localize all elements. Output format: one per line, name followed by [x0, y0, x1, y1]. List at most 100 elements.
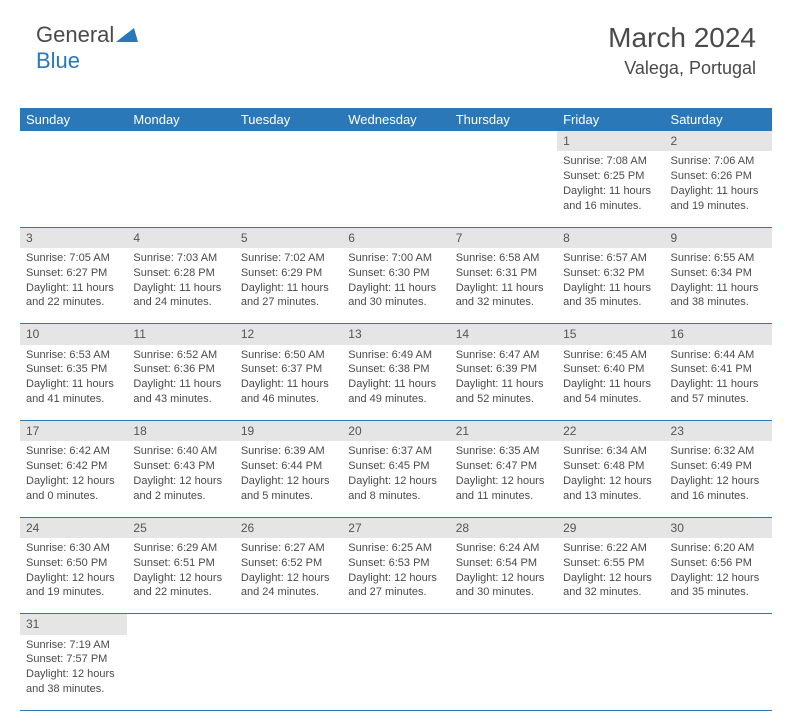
- sunset-text: Sunset: 6:40 PM: [563, 362, 658, 377]
- sunset-text: Sunset: 6:48 PM: [563, 459, 658, 474]
- sunrise-text: Sunrise: 6:40 AM: [133, 444, 228, 459]
- sunset-text: Sunset: 6:25 PM: [563, 169, 658, 184]
- sunrise-text: Sunrise: 6:44 AM: [671, 348, 766, 363]
- day-number-cell: [450, 131, 557, 151]
- sunset-text: Sunset: 6:31 PM: [456, 266, 551, 281]
- sunrise-text: Sunrise: 6:52 AM: [133, 348, 228, 363]
- sunrise-text: Sunrise: 6:42 AM: [26, 444, 121, 459]
- day-info-cell: [450, 635, 557, 711]
- month-title: March 2024: [608, 22, 756, 54]
- day-info-cell: Sunrise: 6:44 AMSunset: 6:41 PMDaylight:…: [665, 345, 772, 421]
- day-info-cell: Sunrise: 6:34 AMSunset: 6:48 PMDaylight:…: [557, 441, 664, 517]
- day-number-cell: 19: [235, 421, 342, 442]
- day-info-cell: [557, 635, 664, 711]
- daynum-row: 12: [20, 131, 772, 151]
- day-info-cell: Sunrise: 6:52 AMSunset: 6:36 PMDaylight:…: [127, 345, 234, 421]
- sunrise-text: Sunrise: 7:08 AM: [563, 154, 658, 169]
- sunrise-text: Sunrise: 6:27 AM: [241, 541, 336, 556]
- daylight-text: Daylight: 12 hours and 27 minutes.: [348, 571, 443, 601]
- info-row: Sunrise: 7:05 AMSunset: 6:27 PMDaylight:…: [20, 248, 772, 324]
- day-number-cell: 10: [20, 324, 127, 345]
- info-row: Sunrise: 6:30 AMSunset: 6:50 PMDaylight:…: [20, 538, 772, 614]
- day-number-cell: 17: [20, 421, 127, 442]
- day-info-cell: Sunrise: 6:29 AMSunset: 6:51 PMDaylight:…: [127, 538, 234, 614]
- sunrise-text: Sunrise: 6:35 AM: [456, 444, 551, 459]
- header-right: March 2024 Valega, Portugal: [608, 22, 756, 79]
- sunrise-text: Sunrise: 6:39 AM: [241, 444, 336, 459]
- day-number-cell: 18: [127, 421, 234, 442]
- day-number-cell: 24: [20, 517, 127, 538]
- sunset-text: Sunset: 6:39 PM: [456, 362, 551, 377]
- day-number-cell: [235, 131, 342, 151]
- daylight-text: Daylight: 12 hours and 8 minutes.: [348, 474, 443, 504]
- sunset-text: Sunset: 6:41 PM: [671, 362, 766, 377]
- sunset-text: Sunset: 6:56 PM: [671, 556, 766, 571]
- weekday-header: Tuesday: [235, 108, 342, 131]
- daylight-text: Daylight: 11 hours and 46 minutes.: [241, 377, 336, 407]
- sunset-text: Sunset: 6:47 PM: [456, 459, 551, 474]
- day-info-cell: [127, 635, 234, 711]
- weekday-header: Wednesday: [342, 108, 449, 131]
- daylight-text: Daylight: 12 hours and 2 minutes.: [133, 474, 228, 504]
- day-info-cell: Sunrise: 7:02 AMSunset: 6:29 PMDaylight:…: [235, 248, 342, 324]
- daylight-text: Daylight: 12 hours and 22 minutes.: [133, 571, 228, 601]
- day-info-cell: [235, 151, 342, 227]
- info-row: Sunrise: 7:19 AMSunset: 7:57 PMDaylight:…: [20, 635, 772, 711]
- day-info-cell: Sunrise: 6:50 AMSunset: 6:37 PMDaylight:…: [235, 345, 342, 421]
- sunrise-text: Sunrise: 6:49 AM: [348, 348, 443, 363]
- day-info-cell: Sunrise: 6:22 AMSunset: 6:55 PMDaylight:…: [557, 538, 664, 614]
- sunset-text: Sunset: 6:42 PM: [26, 459, 121, 474]
- sunset-text: Sunset: 6:35 PM: [26, 362, 121, 377]
- day-info-cell: [342, 151, 449, 227]
- logo-text-general: General: [36, 22, 114, 47]
- sunset-text: Sunset: 6:29 PM: [241, 266, 336, 281]
- daylight-text: Daylight: 11 hours and 43 minutes.: [133, 377, 228, 407]
- sunset-text: Sunset: 6:55 PM: [563, 556, 658, 571]
- day-info-cell: Sunrise: 6:47 AMSunset: 6:39 PMDaylight:…: [450, 345, 557, 421]
- day-number-cell: 23: [665, 421, 772, 442]
- sunrise-text: Sunrise: 7:06 AM: [671, 154, 766, 169]
- day-info-cell: Sunrise: 6:30 AMSunset: 6:50 PMDaylight:…: [20, 538, 127, 614]
- day-number-cell: 2: [665, 131, 772, 151]
- sunset-text: Sunset: 6:53 PM: [348, 556, 443, 571]
- day-info-cell: [342, 635, 449, 711]
- sunrise-text: Sunrise: 6:25 AM: [348, 541, 443, 556]
- day-number-cell: 21: [450, 421, 557, 442]
- day-number-cell: [127, 614, 234, 635]
- day-number-cell: [665, 614, 772, 635]
- daynum-row: 31: [20, 614, 772, 635]
- day-number-cell: 9: [665, 227, 772, 248]
- day-number-cell: [342, 131, 449, 151]
- daylight-text: Daylight: 11 hours and 22 minutes.: [26, 281, 121, 311]
- info-row: Sunrise: 7:08 AMSunset: 6:25 PMDaylight:…: [20, 151, 772, 227]
- logo-text-blue: Blue: [36, 48, 80, 73]
- weekday-header: Saturday: [665, 108, 772, 131]
- sunset-text: Sunset: 6:36 PM: [133, 362, 228, 377]
- sunrise-text: Sunrise: 6:24 AM: [456, 541, 551, 556]
- day-number-cell: 28: [450, 517, 557, 538]
- daylight-text: Daylight: 11 hours and 32 minutes.: [456, 281, 551, 311]
- day-info-cell: Sunrise: 6:53 AMSunset: 6:35 PMDaylight:…: [20, 345, 127, 421]
- day-info-cell: Sunrise: 6:37 AMSunset: 6:45 PMDaylight:…: [342, 441, 449, 517]
- day-number-cell: 22: [557, 421, 664, 442]
- day-number-cell: 15: [557, 324, 664, 345]
- sunset-text: Sunset: 6:49 PM: [671, 459, 766, 474]
- day-number-cell: 11: [127, 324, 234, 345]
- day-number-cell: [450, 614, 557, 635]
- sunset-text: Sunset: 6:44 PM: [241, 459, 336, 474]
- daylight-text: Daylight: 11 hours and 41 minutes.: [26, 377, 121, 407]
- sunset-text: Sunset: 6:51 PM: [133, 556, 228, 571]
- daylight-text: Daylight: 12 hours and 13 minutes.: [563, 474, 658, 504]
- day-info-cell: Sunrise: 6:42 AMSunset: 6:42 PMDaylight:…: [20, 441, 127, 517]
- daylight-text: Daylight: 12 hours and 0 minutes.: [26, 474, 121, 504]
- logo: General Blue: [36, 22, 138, 74]
- sunrise-text: Sunrise: 6:22 AM: [563, 541, 658, 556]
- day-info-cell: [20, 151, 127, 227]
- day-info-cell: Sunrise: 6:27 AMSunset: 6:52 PMDaylight:…: [235, 538, 342, 614]
- day-info-cell: Sunrise: 6:57 AMSunset: 6:32 PMDaylight:…: [557, 248, 664, 324]
- day-info-cell: Sunrise: 6:58 AMSunset: 6:31 PMDaylight:…: [450, 248, 557, 324]
- day-number-cell: [20, 131, 127, 151]
- daynum-row: 24252627282930: [20, 517, 772, 538]
- day-number-cell: 14: [450, 324, 557, 345]
- day-number-cell: 27: [342, 517, 449, 538]
